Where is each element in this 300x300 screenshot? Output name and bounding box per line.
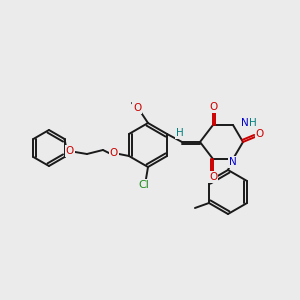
Text: O: O bbox=[110, 148, 118, 158]
Text: N: N bbox=[241, 118, 249, 128]
Text: O: O bbox=[209, 102, 217, 112]
Text: O: O bbox=[133, 103, 141, 113]
Text: Cl: Cl bbox=[139, 180, 149, 190]
Text: O: O bbox=[66, 146, 74, 156]
Text: O: O bbox=[256, 129, 264, 139]
Text: N: N bbox=[229, 157, 237, 167]
Text: H: H bbox=[249, 118, 257, 128]
Text: O: O bbox=[209, 172, 217, 182]
Text: H: H bbox=[176, 128, 184, 138]
